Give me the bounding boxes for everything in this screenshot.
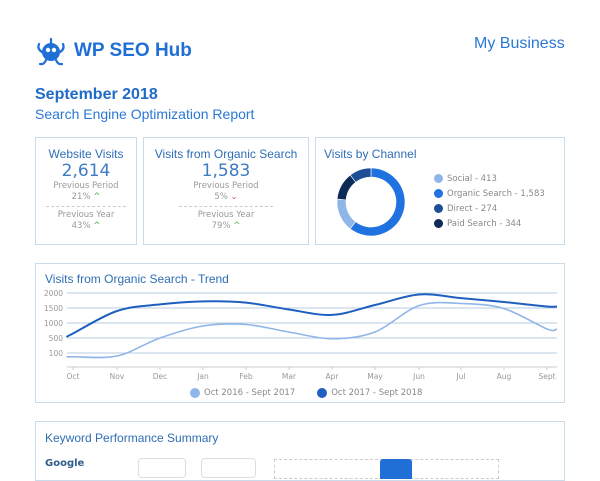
legend-direct: Direct - 274 [434,201,545,216]
channel-title: Visits by Channel [324,147,417,161]
kpi-title: Website Visits [48,147,124,161]
legend-series-2[interactable]: Oct 2017 - Sept 2018 [317,385,422,400]
report-month: September 2018 [35,86,158,103]
divider [46,206,126,207]
legend-dot [434,174,443,183]
keyword-card: Keyword Performance Summary Google [35,421,565,481]
period-change: 21% [71,192,91,202]
y-tick-label: 500 [49,334,64,343]
x-tick-label: Aug [497,372,512,381]
legend-dot [434,189,443,198]
arrow-up-icon: ^ [93,192,101,202]
y-tick-label: 1000 [44,319,63,328]
x-tick-label: Sept [538,372,555,381]
period-label: Previous Period [193,181,259,191]
metric-box [201,458,256,478]
y-tick-label: 2000 [44,289,63,298]
x-tick-label: May [367,372,383,381]
legend-dot [434,204,443,213]
x-tick-label: Oct [67,372,80,381]
legend-organic: Organic Search - 1,583 [434,186,545,201]
series-line-1 [66,301,558,359]
y-tick-label: 1500 [44,304,63,313]
kpi-card-organic-visits: Visits from Organic Search 1,583 Previou… [143,137,309,245]
report-subtitle: Search Engine Optimization Report [35,106,255,122]
legend-paid: Paid Search - 344 [434,216,545,231]
kpi-title: Visits from Organic Search [154,147,298,161]
business-name[interactable]: My Business [474,35,565,52]
y-tick-label: 100 [49,349,64,358]
x-tick-label: Apr [326,372,340,381]
year-change: 43% [71,221,91,231]
year-change: 79% [211,221,231,231]
kpi-value: 2,614 [61,161,111,181]
legend-dot [190,387,200,398]
period-label: Previous Period [53,181,119,191]
x-tick-label: Jan [196,372,209,381]
legend-dot [317,387,328,398]
x-tick-label: Mar [282,372,297,381]
trend-title: Visits from Organic Search - Trend [45,272,229,286]
x-tick-label: Dec [153,372,168,381]
trend-chart: 2000 1500 1000 500 100 Oct Nov Dec Jan Feb Mar Apr M… [44,289,558,381]
divider [179,206,273,207]
period-change: 5% [214,192,228,202]
legend-dot [434,219,443,228]
kpi-card-website-visits: Website Visits 2,614 Previous Period 21%… [35,137,137,245]
x-tick-label: Jul [455,372,465,381]
arrow-up-icon: ^ [233,221,241,231]
donut-slice-direct[interactable] [349,167,372,183]
x-tick-label: Feb [239,372,253,381]
arrow-up-icon: ^ [93,221,101,231]
channel-card: Visits by Channel Social - 413 Organic S… [315,137,565,245]
trend-card: Visits from Organic Search - Trend [35,263,565,403]
legend-social: Social - 413 [434,171,545,186]
logo-icon [34,37,68,71]
x-tick-label: Nov [110,372,125,381]
legend-series-1[interactable]: Oct 2016 - Sept 2017 [190,385,295,400]
rank-bar [274,459,499,479]
metric-box [138,458,186,478]
rank-bar-fill [380,459,412,479]
series-line-2 [66,293,558,338]
arrow-down-icon: ⌄ [230,192,238,202]
kpi-value: 1,583 [201,161,251,181]
brand-name: WP SEO Hub [74,40,192,61]
year-label: Previous Year [57,210,115,220]
channel-donut [336,167,406,237]
year-label: Previous Year [197,210,255,220]
keyword-title: Keyword Performance Summary [45,431,219,445]
x-tick-label: Jun [412,372,425,381]
